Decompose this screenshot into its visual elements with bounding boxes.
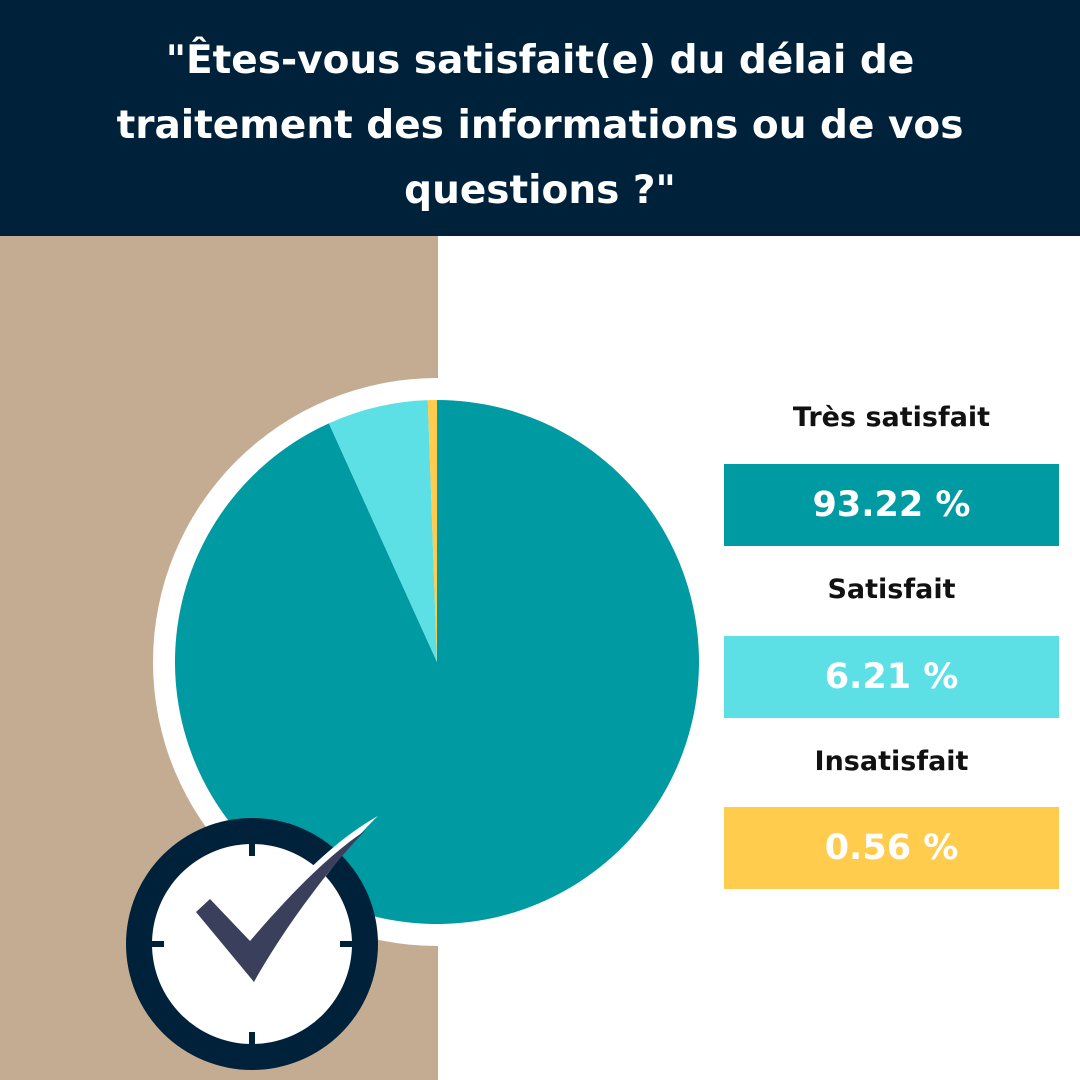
clock-tick-right (340, 941, 360, 947)
checkmark-icon (196, 830, 366, 982)
clock-tick-top (249, 836, 255, 856)
pie-slice-satisfait (328, 400, 437, 662)
clock-icon (126, 816, 378, 1070)
legend-box-insatisfait: 0.56 % (724, 807, 1059, 889)
legend-value-insatisfait: 0.56 % (824, 828, 959, 868)
legend-label-insatisfait: Insatisfait (814, 746, 969, 777)
header-banner: "Êtes-vous satisfait(e) du délai de trai… (0, 0, 1080, 236)
title-line-1: "Êtes-vous satisfait(e) du délai de (165, 38, 915, 83)
pie-slices (174, 400, 699, 924)
title-line-2: traitement des informations ou de vos (116, 103, 964, 148)
pie-slice-tres-satisfait (174, 400, 699, 924)
pie-slice-insatisfait (427, 400, 437, 662)
legend-value-satisfait: 6.21 % (824, 657, 959, 697)
legend-label-satisfait: Satisfait (827, 574, 956, 605)
legend-label-tres-satisfait: Très satisfait (792, 402, 991, 433)
clock-tick-bottom (249, 1032, 255, 1052)
clock-tick-left (144, 941, 164, 947)
legend-box-tres-satisfait: 93.22 % (724, 464, 1059, 546)
legend-box-satisfait: 6.21 % (724, 636, 1059, 718)
legend-value-tres-satisfait: 93.22 % (812, 485, 971, 525)
title-line-3: questions ?" (404, 168, 676, 213)
